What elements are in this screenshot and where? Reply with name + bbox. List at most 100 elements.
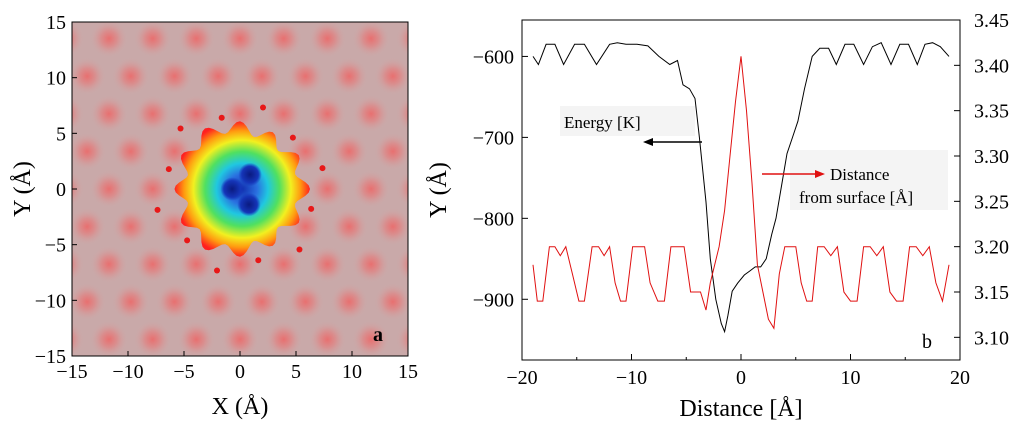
lattice-spot: [396, 96, 408, 131]
edge-dot: [218, 114, 225, 121]
y-tick-label: −10: [35, 290, 66, 312]
lattice-spot: [112, 57, 150, 95]
y-axis-label: Y (Å): [426, 162, 452, 218]
x-tick-label: 0: [736, 367, 746, 389]
x-tick-label: −20: [506, 367, 537, 389]
lattice-spot: [90, 321, 128, 356]
lattice-spot: [156, 283, 193, 321]
edge-dot: [154, 206, 161, 213]
lattice-spot: [396, 322, 408, 356]
lattice-spot: [112, 283, 150, 321]
lattice-spot: [331, 0, 368, 19]
lattice-spot: [330, 57, 368, 95]
lattice-spot: [177, 95, 215, 133]
lattice-spot: [309, 245, 346, 283]
x-tick-label: 20: [950, 367, 970, 389]
x-tick-label: 10: [342, 361, 362, 383]
panel-label-b: b: [922, 331, 932, 353]
edge-dot: [296, 246, 303, 253]
lattice-spot: [72, 96, 84, 131]
lattice-spot: [309, 22, 346, 57]
heatmap-axes: −15 −10 −5 0 5 10 15 15 10 5 0 −5 −10 −15: [35, 12, 418, 383]
lattice-spot: [287, 0, 324, 19]
distance-annotation-box: [790, 150, 948, 210]
lattice-spot: [72, 171, 84, 207]
y-right-tick-label: 3.40: [974, 55, 1009, 77]
distance-annotation-line1: Distance: [830, 165, 889, 184]
heatmap-panel: −15 −10 −5 0 5 10 15 15 10 5 0 −5 −10 −15 a X (Å) Y (…: [10, 0, 418, 420]
lattice-spot: [265, 321, 303, 356]
lattice-spot: [352, 321, 390, 356]
line-chart-axes: −20 −10 0 10 20 −600 −700 −800 −900 3.45 3.40 3.35 3…: [473, 10, 1009, 389]
lattice-spot: [375, 0, 412, 19]
line-chart-panel: −20 −10 0 10 20 −600 −700 −800 −900 3.45 3.40 3.35 3…: [426, 10, 1009, 422]
lattice-spot: [177, 245, 215, 283]
lattice-spot: [112, 0, 149, 19]
y-axis-label: Y (Å): [10, 161, 36, 217]
lattice-spot: [265, 245, 303, 283]
lattice-spot: [134, 245, 171, 283]
y-right-tick-label: 3.35: [974, 101, 1009, 123]
edge-dot: [177, 125, 184, 132]
well-spot: [220, 177, 244, 201]
lattice-spots: [69, 0, 412, 396]
edge-dot: [289, 134, 296, 141]
well-spot: [238, 162, 262, 187]
y-right-tick-label: 3.30: [974, 146, 1009, 168]
y-left-tick-label: −700: [473, 127, 514, 149]
y-right-tick-label: 3.25: [974, 191, 1009, 213]
lattice-spot: [265, 95, 303, 133]
lattice-spot: [112, 133, 150, 170]
y-tick-label: −15: [35, 346, 66, 368]
edge-dot: [319, 165, 326, 172]
y-right-tick-label: 3.45: [974, 10, 1009, 32]
lattice-spot: [221, 22, 259, 57]
lattice-spot: [330, 208, 368, 245]
lattice-spot: [200, 359, 237, 396]
y-tick-label: 5: [56, 123, 66, 145]
series-energy-line: [532, 42, 950, 334]
lattice-spot: [265, 22, 303, 57]
lattice-spot: [352, 95, 390, 133]
lattice-spot: [243, 0, 280, 19]
energy-annotation-box: [560, 106, 695, 136]
y-tick-label: 15: [46, 12, 66, 34]
lattice-spot: [396, 22, 408, 56]
y-left-tick-label: −900: [473, 289, 514, 311]
x-axis-label: Distance [Å]: [679, 396, 802, 422]
lattice-spot: [330, 283, 368, 321]
lattice-spot: [199, 57, 237, 95]
x-tick-label: 0: [235, 361, 245, 383]
lattice-spot: [90, 22, 128, 57]
central-wells: [220, 162, 262, 217]
x-tick-label: −10: [616, 367, 647, 389]
lattice-spot: [72, 133, 106, 170]
lattice-spot: [72, 283, 106, 321]
edge-dot: [214, 267, 221, 274]
lattice-spot: [90, 95, 128, 133]
edge-dot: [308, 205, 315, 212]
lattice-spot: [156, 0, 193, 19]
y-tick-label: 10: [46, 68, 66, 90]
x-axis-label: X (Å): [212, 394, 269, 420]
lattice-spot: [374, 133, 408, 170]
lattice-spot: [199, 283, 237, 321]
y-tick-label: 0: [56, 179, 66, 201]
series-distance-line: [532, 56, 950, 330]
lattice-spot: [72, 208, 106, 245]
lattice-spot: [243, 57, 281, 95]
y-left-tick-label: −800: [473, 208, 514, 230]
edge-dot: [259, 104, 266, 111]
x-tick-label: 5: [291, 361, 301, 383]
lattice-spot: [396, 171, 408, 207]
lattice-spot: [221, 321, 259, 356]
lattice-spot: [134, 22, 171, 57]
x-tick-label: 10: [841, 367, 861, 389]
lattice-spot: [352, 22, 390, 57]
lattice-spot: [69, 0, 106, 19]
lattice-spot: [396, 247, 408, 282]
edge-dots: [154, 104, 326, 274]
y-left-tick-label: −600: [473, 46, 514, 68]
x-tick-label: −10: [112, 361, 143, 383]
energy-arrow-head: [643, 138, 653, 146]
